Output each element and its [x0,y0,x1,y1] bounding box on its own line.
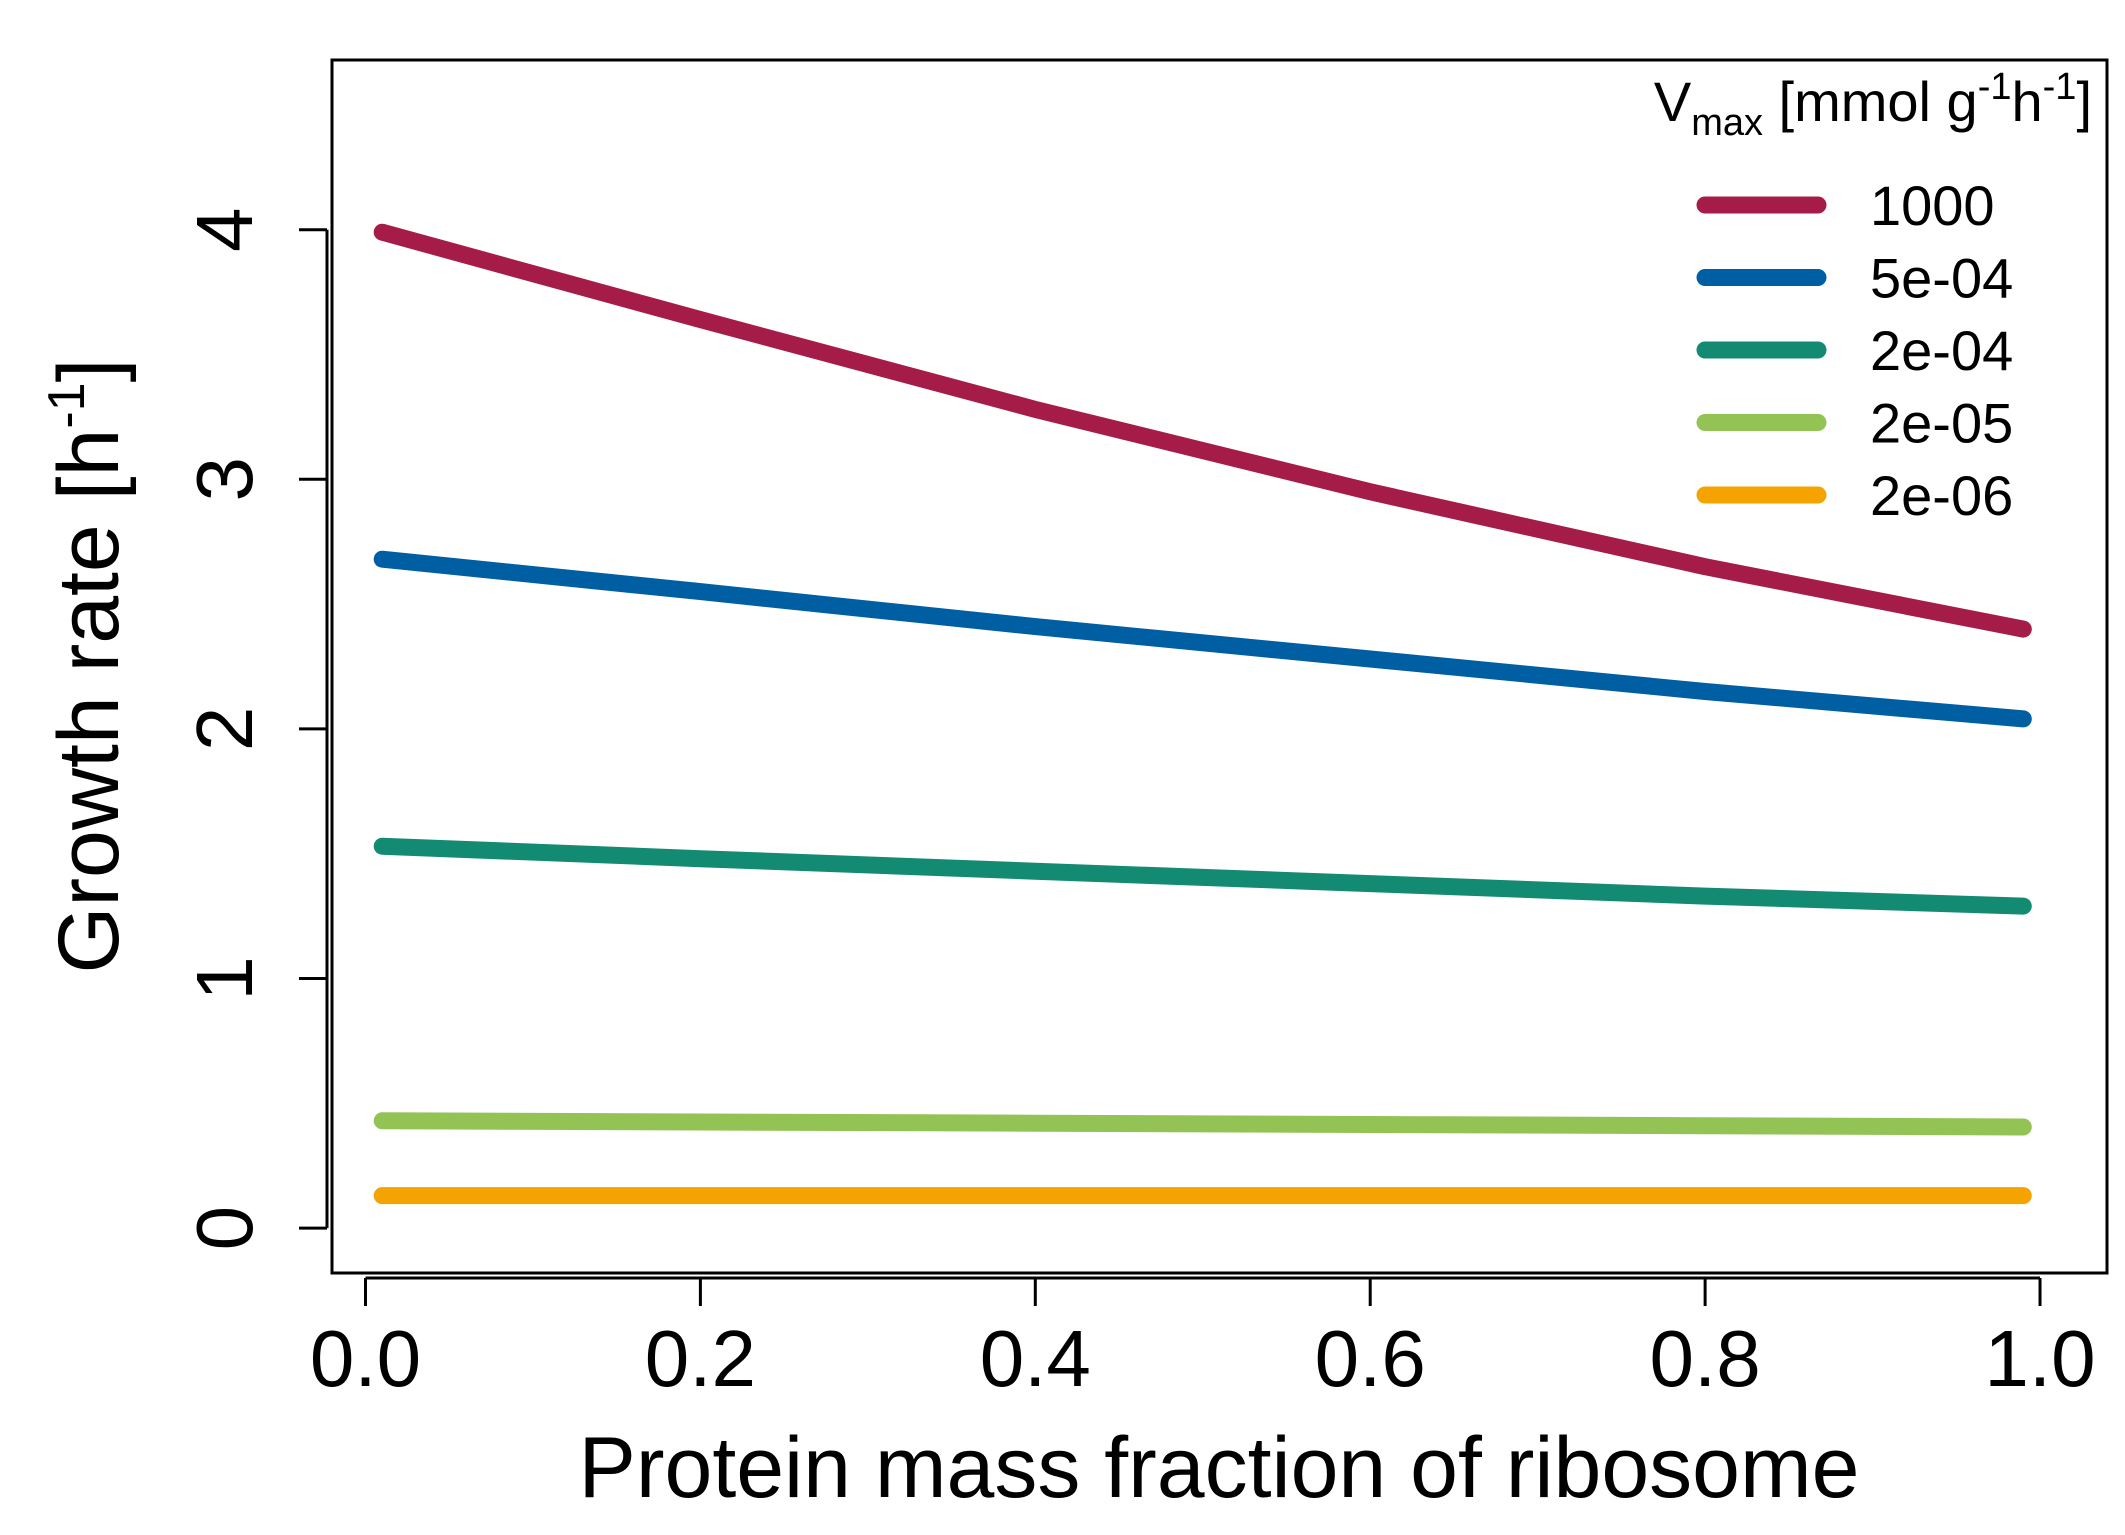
y-tick-label: 2 [180,707,269,752]
series-line-2 [373,550,2032,728]
y-axis-title-main: Growth rate [h [41,429,137,974]
plot-frame [330,58,2109,1275]
x-tick-label: 0.4 [980,1314,1091,1403]
series-layer [373,223,2032,1205]
y-tick-label: 4 [180,207,269,252]
y-tick-label: 3 [180,457,269,502]
legend-title-close: ] [2076,70,2092,133]
y-axis: 0 1 2 3 4 [180,207,329,1251]
series-line-1 [373,223,2032,638]
x-tick-label: 0.2 [645,1314,756,1403]
y-axis-title-sup: -1 [38,382,96,428]
legend-title-part1: [mmol g [1763,70,1978,133]
y-axis-title-close: ] [41,358,137,382]
legend-label: 1000 [1870,174,1995,237]
x-axis-title: Protein mass fraction of ribosome [579,1420,1860,1516]
legend-title-v: V [1654,70,1692,133]
x-axis: 0.0 0.2 0.4 0.6 0.8 1.0 [310,1276,2096,1403]
legend-label: 5e-04 [1870,247,2013,310]
legend-title: Vmax [mmol g-1h-1] [1654,66,2092,144]
legend-label: 2e-06 [1870,464,2013,527]
y-tick-label: 0 [180,1206,269,1251]
legend-label: 2e-04 [1870,319,2013,382]
legend-title-part2: h [2011,70,2042,133]
legend-entries: 1000 5e-04 2e-04 2e-05 2e-06 [1696,174,2013,527]
legend: Vmax [mmol g-1h-1] 10005e-042e-042e-052e… [1654,66,2092,527]
legend-label: 2e-05 [1870,392,2013,455]
legend-title-sub: max [1691,102,1763,144]
x-tick-label: 0.6 [1315,1314,1426,1403]
x-tick-label: 0.0 [310,1314,421,1403]
legend-title-sup1: -1 [1978,66,2012,108]
x-tick-label: 1.0 [1984,1314,2095,1403]
y-tick-label: 1 [180,956,269,1001]
x-tick-label: 0.8 [1650,1314,1761,1403]
series-line-4 [373,1112,2032,1136]
y-axis-title: Growth rate [h-1] [38,358,137,973]
series-line-3 [373,837,2032,915]
legend-title-sup2: -1 [2043,66,2077,108]
